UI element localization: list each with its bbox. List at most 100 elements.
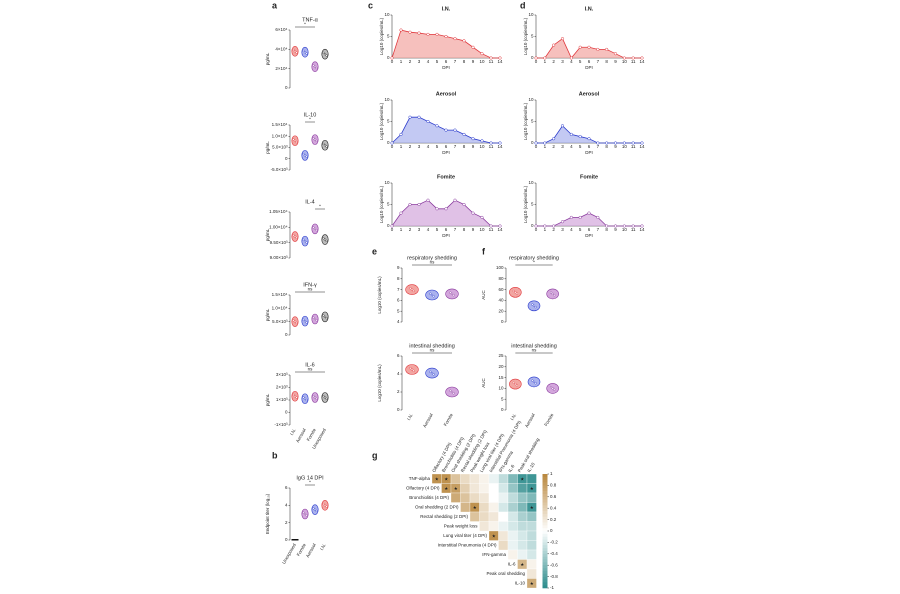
y-tick-label: 1×10³ [276,397,288,402]
sig-label: * [319,204,321,209]
x-tick-label: 10 [622,144,628,149]
x-tick-label: 6 [588,144,591,149]
y-tick-label: 10 [384,12,390,17]
x-tick-label: 14 [639,227,645,232]
point [450,292,454,296]
point [292,319,295,322]
y-axis-label: pg/mL [265,52,270,65]
heatmap-cell [469,511,480,522]
x-tick-label: 8 [463,144,466,149]
colorbar-step [542,493,548,498]
point [462,202,466,207]
point [295,321,298,325]
colorbar-step [542,550,548,555]
point [587,137,591,141]
point [323,144,327,147]
point [498,141,502,145]
point [322,314,325,317]
x-tick-label: 3 [561,227,564,232]
point [408,30,412,34]
point [313,508,317,511]
point [315,229,318,232]
point [410,288,414,291]
heatmap-cell [526,559,537,570]
sig-label: ns [308,367,314,372]
colorbar-step [542,491,548,495]
y-axis-label: pg/mL [265,308,270,321]
colorbar-step [542,519,548,523]
y-tick-label: 1.5×10⁴ [272,122,288,127]
heatmap-cell [507,549,518,560]
heatmap-cell [488,473,499,484]
y-tick-label: 9 [397,265,400,270]
heatmap-cell [507,530,518,541]
group-label: Fomite [296,542,307,557]
x-tick-label: 4 [427,59,430,64]
group-label: Fomite [443,412,454,427]
point [640,141,644,145]
x-tick-label: 11 [489,59,494,64]
plot-title: intestinal shedding [409,343,455,349]
colorbar-step [542,485,548,489]
x-tick-label: 14 [497,227,503,232]
heatmap-cell [517,511,528,522]
point [622,141,626,145]
panel-letter: a [272,0,278,10]
heatmap-cell [460,483,471,494]
point [640,224,644,228]
group-label: I.N. [406,413,414,422]
x-tick-label: 2 [552,144,555,149]
y-tick-label: 1.0×10⁴ [272,133,288,138]
point [613,52,618,56]
y-tick-label: 10 [498,386,504,391]
heatmap-cell [526,549,537,560]
x-tick-label: 7 [597,227,600,232]
point [312,226,315,229]
point [569,56,573,60]
plot-title: IFN-γ [303,282,317,288]
y-tick-label: 0 [285,537,288,542]
heatmap-cell [526,540,537,551]
point [622,56,626,60]
point [578,215,582,219]
point [322,502,325,506]
point [426,119,430,124]
y-tick-label: 9.00×10³ [270,255,288,260]
heatmap-cell [498,473,509,484]
y-tick-label: 5 [531,202,534,207]
group-label: I.N. [509,413,517,422]
point [305,398,308,402]
point [312,316,315,319]
plot-title: I.N. [585,6,594,12]
point [315,319,318,322]
heatmap-cell [517,549,528,560]
point [560,220,565,224]
star: ★ [435,476,440,481]
point [325,239,328,242]
y-tick-label: 1.05×10⁴ [269,209,287,214]
colorbar-label: -1 [550,585,554,590]
point [315,509,318,513]
sig-label: * [533,260,535,265]
panel-letter: b [272,450,278,460]
x-tick-label: 11 [631,227,636,232]
y-tick-label: 5 [387,202,390,207]
y-tick-label: 0 [397,407,400,412]
x-tick-label: 10 [479,59,485,64]
x-tick-label: 0 [391,144,394,149]
x-tick-label: 14 [639,59,645,64]
point [444,207,448,211]
point [293,320,297,323]
y-tick-label: 0 [531,223,534,228]
point [534,382,537,385]
colorbar-step [542,542,548,546]
heatmap-cell [507,502,518,513]
star: ★ [530,505,535,510]
y-axis-label: Log10 (copies/mL) [377,364,382,402]
colorbar-step [542,511,548,515]
x-tick-label: 1 [544,59,547,64]
point [429,292,432,295]
y-tick-label: 10 [528,97,534,102]
x-tick-label: 2 [409,227,412,232]
point [305,155,308,158]
